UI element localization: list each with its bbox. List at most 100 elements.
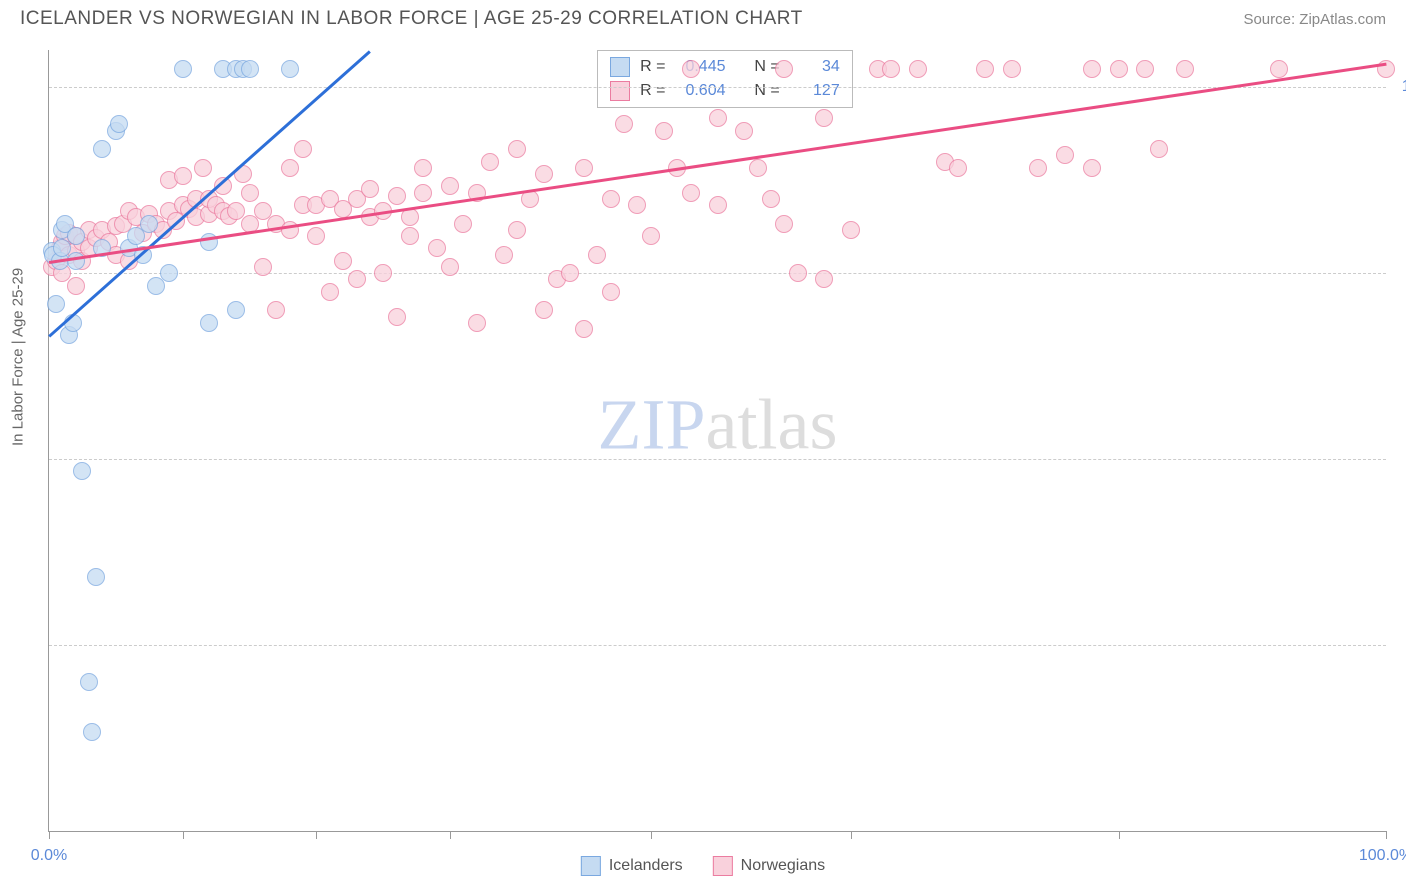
data-point — [709, 109, 727, 127]
data-point — [281, 60, 299, 78]
gridline — [49, 459, 1386, 460]
data-point — [749, 159, 767, 177]
data-point — [388, 308, 406, 326]
data-point — [174, 60, 192, 78]
data-point — [682, 184, 700, 202]
xtick-label: 0.0% — [31, 847, 67, 865]
gridline — [49, 273, 1386, 274]
source-label: Source: ZipAtlas.com — [1243, 11, 1386, 28]
data-point — [735, 122, 753, 140]
data-point — [441, 258, 459, 276]
data-point — [1176, 60, 1194, 78]
data-point — [321, 283, 339, 301]
data-point — [160, 264, 178, 282]
data-point — [83, 723, 101, 741]
y-axis-label: In Labor Force | Age 25-29 — [10, 268, 27, 446]
xtick — [450, 831, 451, 839]
data-point — [602, 190, 620, 208]
xtick — [1386, 831, 1387, 839]
stats-row-icelanders: R = 0.445 N = 34 — [610, 55, 840, 79]
data-point — [110, 115, 128, 133]
data-point — [401, 227, 419, 245]
gridline — [49, 87, 1386, 88]
legend-swatch-icon — [581, 856, 601, 876]
data-point — [655, 122, 673, 140]
data-point — [842, 221, 860, 239]
data-point — [709, 196, 727, 214]
stats-swatch-icon — [610, 81, 630, 101]
ytick-label: 85.0% — [1396, 264, 1406, 282]
legend-item-norwegians: Norwegians — [713, 856, 825, 876]
data-point — [949, 159, 967, 177]
data-point — [535, 165, 553, 183]
data-point — [495, 246, 513, 264]
xtick — [316, 831, 317, 839]
data-point — [481, 153, 499, 171]
data-point — [1003, 60, 1021, 78]
chart-plot-area: ZIPatlas R = 0.445 N = 34 R = 0.604 N = … — [48, 50, 1386, 832]
data-point — [200, 314, 218, 332]
data-point — [1029, 159, 1047, 177]
stats-row-norwegians: R = 0.604 N = 127 — [610, 79, 840, 103]
stats-box: R = 0.445 N = 34 R = 0.604 N = 127 — [597, 50, 853, 108]
data-point — [401, 208, 419, 226]
data-point — [414, 159, 432, 177]
data-point — [414, 184, 432, 202]
data-point — [67, 227, 85, 245]
data-point — [73, 462, 91, 480]
data-point — [454, 215, 472, 233]
data-point — [334, 252, 352, 270]
xtick — [1119, 831, 1120, 839]
data-point — [508, 140, 526, 158]
data-point — [561, 264, 579, 282]
data-point — [1377, 60, 1395, 78]
data-point — [47, 295, 65, 313]
data-point — [575, 320, 593, 338]
data-point — [294, 140, 312, 158]
data-point — [227, 301, 245, 319]
data-point — [882, 60, 900, 78]
data-point — [267, 301, 285, 319]
data-point — [67, 277, 85, 295]
xtick-label: 100.0% — [1359, 847, 1406, 865]
legend: Icelanders Norwegians — [581, 856, 825, 876]
ytick-label: 70.0% — [1396, 450, 1406, 468]
data-point — [909, 60, 927, 78]
data-point — [1150, 140, 1168, 158]
data-point — [535, 301, 553, 319]
data-point — [575, 159, 593, 177]
data-point — [441, 177, 459, 195]
data-point — [348, 270, 366, 288]
data-point — [615, 115, 633, 133]
data-point — [508, 221, 526, 239]
data-point — [1083, 159, 1101, 177]
data-point — [388, 187, 406, 205]
legend-item-icelanders: Icelanders — [581, 856, 683, 876]
data-point — [468, 314, 486, 332]
gridline — [49, 645, 1386, 646]
watermark: ZIPatlas — [598, 383, 838, 466]
data-point — [361, 180, 379, 198]
ytick-label: 55.0% — [1396, 636, 1406, 654]
data-point — [775, 215, 793, 233]
data-point — [307, 227, 325, 245]
data-point — [194, 159, 212, 177]
data-point — [789, 264, 807, 282]
data-point — [241, 60, 259, 78]
xtick — [651, 831, 652, 839]
data-point — [642, 227, 660, 245]
data-point — [815, 109, 833, 127]
data-point — [140, 215, 158, 233]
data-point — [1270, 60, 1288, 78]
data-point — [374, 264, 392, 282]
legend-label: Icelanders — [609, 857, 683, 875]
ytick-label: 100.0% — [1396, 78, 1406, 96]
data-point — [815, 270, 833, 288]
data-point — [628, 196, 646, 214]
data-point — [1056, 146, 1074, 164]
data-point — [87, 568, 105, 586]
data-point — [254, 258, 272, 276]
legend-swatch-icon — [713, 856, 733, 876]
legend-label: Norwegians — [741, 857, 825, 875]
data-point — [588, 246, 606, 264]
